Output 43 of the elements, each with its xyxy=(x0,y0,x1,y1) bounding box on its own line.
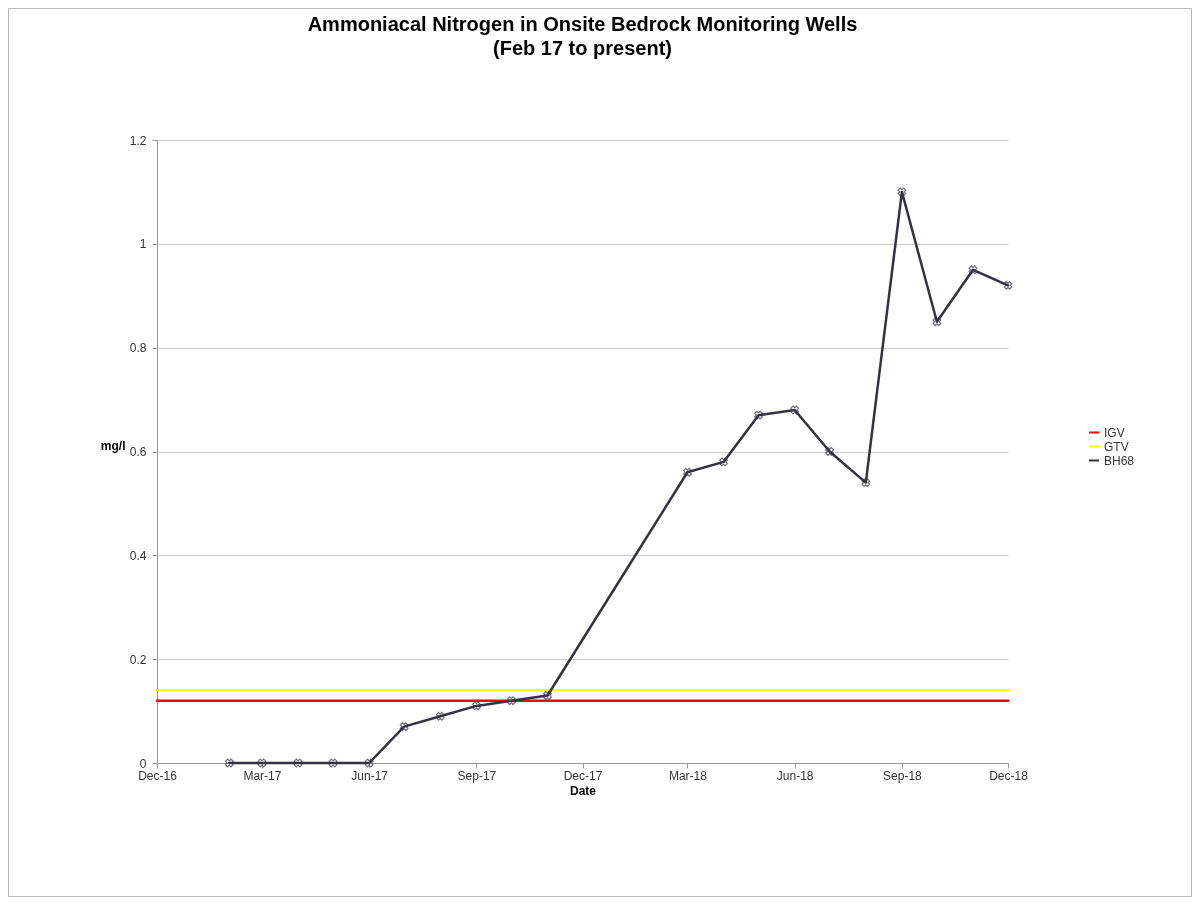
point xyxy=(328,758,338,768)
point xyxy=(543,691,552,700)
y-tick-label: 0.8 xyxy=(129,341,147,356)
point xyxy=(719,457,728,467)
x-tick-label: Dec-16 xyxy=(138,768,178,783)
point xyxy=(754,410,763,420)
point xyxy=(825,447,835,456)
y-tick-label: 0.4 xyxy=(129,548,147,563)
legend-label: BH68 xyxy=(1104,453,1135,468)
legend-label: IGV xyxy=(1104,425,1125,440)
point xyxy=(506,696,516,706)
x-axis-title: Date xyxy=(569,783,597,798)
y-axis-title: mg/l xyxy=(100,438,126,453)
y-tick-label: 0.6 xyxy=(129,445,147,459)
x-tick-label: Mar-17 xyxy=(243,768,282,783)
point xyxy=(968,265,978,275)
y-tick-label: 0.2 xyxy=(129,652,147,667)
y-tick-label: 0 xyxy=(139,756,147,771)
x-tick-label: Dec-18 xyxy=(989,768,1029,783)
x-tick-label: Dec-17 xyxy=(563,768,603,783)
chart-subtitle: (Feb 17 to present) xyxy=(493,37,672,59)
chart-title: Ammoniacal Nitrogen in Onsite Bedrock Monitoring Wells xyxy=(307,13,858,35)
point xyxy=(1003,280,1013,290)
point xyxy=(897,187,907,197)
point xyxy=(932,317,942,327)
x-tick-label: Sep-18 xyxy=(883,768,923,783)
x-tick-label: Sep-17 xyxy=(457,768,497,783)
x-tick-label: Mar-18 xyxy=(668,768,708,783)
point xyxy=(435,711,445,721)
legend-label: GTV xyxy=(1104,439,1129,454)
point xyxy=(257,758,267,768)
point xyxy=(682,467,692,477)
point xyxy=(364,758,374,768)
point xyxy=(861,478,871,488)
x-tick-label: Jun-17 xyxy=(351,768,389,783)
y-tick-label: 1 xyxy=(139,237,147,252)
point xyxy=(399,722,409,732)
point xyxy=(224,758,234,768)
point xyxy=(471,701,481,711)
point xyxy=(293,758,303,768)
x-tick-label: Jun-18 xyxy=(776,768,814,783)
point xyxy=(790,405,800,415)
y-tick-label: 1.2 xyxy=(129,133,147,148)
